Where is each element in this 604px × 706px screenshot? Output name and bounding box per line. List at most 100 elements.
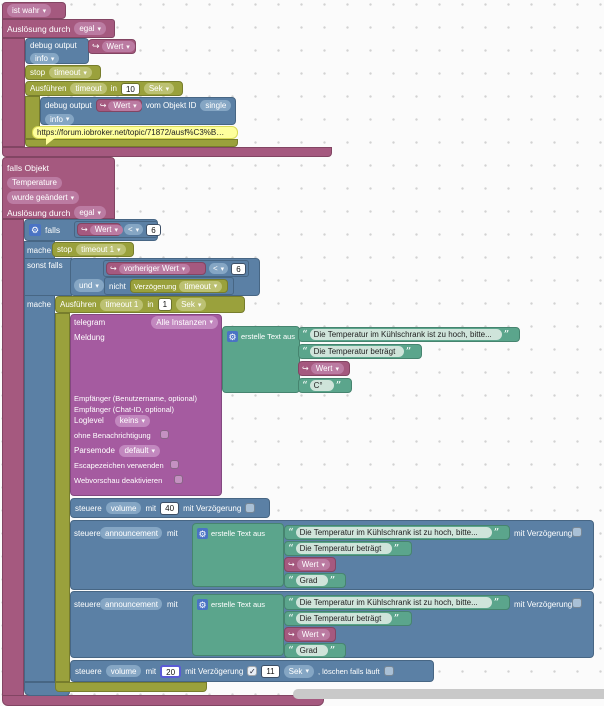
- delay-checkbox[interactable]: [572, 527, 582, 537]
- compare-block-2[interactable]: ↪ vorheriger Wert ▾ < ▾ 6: [103, 260, 249, 277]
- vorheriger-wert-block[interactable]: ↪ vorheriger Wert ▾: [106, 262, 206, 275]
- ausfuehren2-bottom-bar[interactable]: [55, 682, 207, 692]
- sek-dropdown[interactable]: Sek ▾: [283, 664, 314, 678]
- trigger2-bottom-bar[interactable]: [2, 695, 324, 706]
- wert-dropdown[interactable]: Wert ▾: [108, 100, 142, 111]
- trigger1-bottom-bar[interactable]: [2, 147, 332, 157]
- text-field[interactable]: Die Temperatur im Kühlschrank ist zu hoc…: [295, 527, 492, 538]
- escapezeichen-checkbox[interactable]: [170, 460, 179, 469]
- text-field[interactable]: Grad: [295, 645, 328, 656]
- webvorschau-checkbox[interactable]: [174, 475, 183, 484]
- operator-dropdown[interactable]: < ▾: [124, 224, 144, 235]
- text-item[interactable]: “ Die Temperatur beträgt ”: [284, 541, 412, 556]
- mutator-gear-icon[interactable]: ⚙: [197, 599, 208, 610]
- ausfuehren1-bottom-bar[interactable]: [25, 139, 238, 147]
- mutator-gear-icon[interactable]: ⚙: [227, 331, 238, 342]
- value-20-input-selected[interactable]: 20: [160, 664, 182, 678]
- sek-dropdown[interactable]: Sek ▾: [143, 83, 175, 94]
- text-item[interactable]: “ Grad ”: [284, 643, 346, 658]
- ausfuehren-block-2[interactable]: Ausführen timeout 1 in 1 Sek ▾: [55, 296, 245, 313]
- debug-output-block-1[interactable]: debug output info ▾: [25, 38, 89, 64]
- nicht-block[interactable]: nicht Verzögerung timeout ▾: [104, 277, 234, 295]
- wert-dropdown[interactable]: Wert ▾: [101, 41, 135, 52]
- compare-value-input[interactable]: 6: [231, 262, 246, 275]
- steuere-volume-block-2[interactable]: steuere volume mit 20 mit Verzögerung ✓ …: [70, 660, 434, 682]
- mutator-gear-icon[interactable]: ⚙: [29, 224, 41, 236]
- ist-wahr-dropdown[interactable]: ist wahr ▾: [7, 4, 52, 17]
- value-40-input[interactable]: 40: [160, 501, 180, 515]
- delay-checkbox[interactable]: [245, 503, 256, 513]
- timeout1-name-field[interactable]: timeout 1: [100, 298, 144, 311]
- sek-dropdown[interactable]: Sek ▾: [176, 298, 207, 311]
- text-field[interactable]: Die Temperatur im Kühlschrank ist zu hoc…: [295, 597, 492, 608]
- wert-dropdown[interactable]: Wert ▾: [296, 559, 330, 570]
- text-field[interactable]: Die Temperatur im Kühlschrank ist zu hoc…: [309, 329, 502, 340]
- verzoegerung-block[interactable]: Verzögerung timeout ▾: [129, 279, 228, 293]
- wurde-geaendert-dropdown[interactable]: wurde geändert ▾: [7, 191, 80, 204]
- text-item[interactable]: “ Die Temperatur im Kühlschrank ist zu h…: [298, 327, 520, 342]
- objekt-id-field[interactable]: single: [200, 100, 232, 111]
- trigger2-left-bar[interactable]: [2, 219, 24, 696]
- wert-value-block[interactable]: ↪ Wert ▾: [95, 99, 142, 112]
- wert-value-block[interactable]: ↪ Wert ▾: [298, 361, 350, 376]
- parsemode-dropdown[interactable]: default ▾: [119, 444, 160, 457]
- instance-dropdown[interactable]: Alle Instanzen ▾: [151, 315, 218, 329]
- text-field[interactable]: Die Temperatur beträgt: [309, 346, 404, 357]
- create-text-block-3[interactable]: ⚙ erstelle Text aus: [192, 594, 284, 656]
- wert-value-block[interactable]: ↪ Wert ▾: [284, 627, 336, 642]
- comment-url-block[interactable]: https://forum.iobroker.net/topic/71872/a…: [32, 126, 238, 139]
- sonst-falls-bg[interactable]: [24, 258, 72, 296]
- oid-announcement-field[interactable]: announcement: [100, 598, 162, 610]
- text-item[interactable]: “ Die Temperatur im Kühlschrank ist zu h…: [284, 525, 510, 540]
- trigger1-left-bar[interactable]: [2, 38, 25, 147]
- timeout1-dropdown[interactable]: timeout 1 ▾: [76, 244, 126, 255]
- wert-value-block[interactable]: ↪ Wert ▾: [88, 39, 136, 54]
- compare-value-input[interactable]: 6: [146, 223, 161, 236]
- trigger1-header-row2[interactable]: Auslösung durch egal ▾: [2, 19, 115, 38]
- vorheriger-wert-dropdown[interactable]: vorheriger Wert ▾: [118, 263, 191, 274]
- stop-timeout1-block[interactable]: stop timeout 1 ▾: [52, 242, 134, 257]
- oid-volume-field[interactable]: volume: [105, 502, 142, 514]
- stop-timeout-block-1[interactable]: stop timeout ▾: [25, 65, 101, 80]
- horizontal-scrollbar[interactable]: [293, 689, 604, 699]
- objekt-name-field[interactable]: Temperature: [7, 176, 62, 189]
- if-left-bar[interactable]: [24, 241, 55, 682]
- loglevel-info-dropdown[interactable]: info ▾: [45, 113, 75, 125]
- wert-dropdown[interactable]: Wert ▾: [89, 224, 123, 235]
- delay-10-input[interactable]: 10: [120, 82, 140, 95]
- text-field[interactable]: Grad: [295, 575, 328, 586]
- trigger2-header[interactable]: falls Objekt Temperature wurde geändert ▾…: [2, 157, 115, 219]
- ohne-benachrichtigung-checkbox[interactable]: [160, 430, 169, 439]
- text-field[interactable]: Die Temperatur beträgt: [295, 543, 392, 554]
- trigger1-egal-dropdown[interactable]: egal ▾: [74, 22, 106, 35]
- timeout-dropdown[interactable]: timeout ▾: [49, 67, 92, 78]
- text-item[interactable]: “ Grad ”: [284, 573, 346, 588]
- delay-checkbox-checked[interactable]: ✓: [247, 666, 258, 676]
- wert-value-block[interactable]: ↪ Wert ▾: [284, 557, 336, 572]
- text-field[interactable]: Die Temperatur beträgt: [295, 613, 392, 624]
- wert-dropdown[interactable]: Wert ▾: [310, 363, 344, 374]
- delay-checkbox[interactable]: [572, 598, 582, 608]
- timeout-name-field[interactable]: timeout: [70, 83, 107, 94]
- text-item[interactable]: “ Die Temperatur beträgt ”: [284, 611, 412, 626]
- trigger2-egal-dropdown[interactable]: egal ▾: [74, 206, 106, 219]
- timeout-dropdown[interactable]: timeout ▾: [179, 280, 223, 292]
- delay-1-input[interactable]: 1: [157, 298, 173, 311]
- wert-value-block[interactable]: ↪ Wert ▾: [77, 223, 123, 236]
- oid-volume-field[interactable]: volume: [105, 665, 142, 677]
- loglevel-info-dropdown[interactable]: info ▾: [30, 53, 60, 64]
- text-item[interactable]: “ Die Temperatur beträgt ”: [298, 344, 422, 359]
- text-item[interactable]: “ Die Temperatur im Kühlschrank ist zu h…: [284, 595, 510, 610]
- compare-block-1[interactable]: ↪ Wert ▾ < ▾ 6: [74, 221, 161, 238]
- ausfuehren-block-1[interactable]: Ausführen timeout in 10 Sek ▾: [25, 81, 183, 96]
- mutator-gear-icon[interactable]: ⚙: [197, 528, 208, 539]
- trigger1-header-row1[interactable]: ist wahr ▾: [2, 2, 66, 19]
- create-text-block-1[interactable]: ⚙ erstelle Text aus: [222, 326, 300, 393]
- telegram-block[interactable]: [70, 314, 222, 496]
- steuere-volume-block-1[interactable]: steuere volume mit 40 mit Verzögerung: [70, 498, 270, 518]
- text-field[interactable]: C°: [309, 380, 334, 391]
- clear-running-checkbox[interactable]: [383, 666, 394, 676]
- oid-announcement-field[interactable]: announcement: [100, 527, 162, 539]
- text-item[interactable]: “ C° ”: [298, 378, 352, 393]
